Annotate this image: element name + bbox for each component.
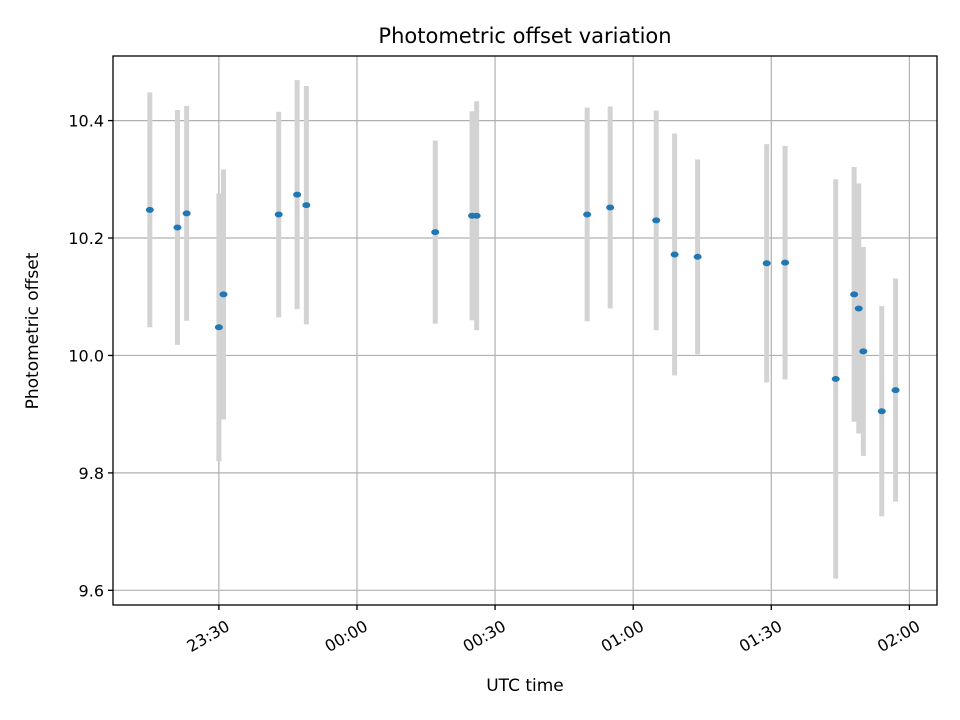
data-point: [431, 229, 440, 236]
data-point: [877, 408, 886, 415]
y-tick-label: 10.2: [68, 229, 104, 248]
data-point: [762, 260, 771, 267]
data-point: [182, 210, 191, 217]
data-point: [652, 217, 661, 224]
data-point: [302, 202, 311, 209]
data-point: [293, 191, 302, 198]
chart-title: Photometric offset variation: [378, 24, 671, 48]
y-tick-label: 10.0: [68, 346, 104, 365]
y-tick-label: 9.6: [79, 581, 104, 600]
data-point: [472, 212, 481, 219]
data-point: [670, 251, 679, 258]
data-point: [831, 375, 840, 382]
y-tick-label: 9.8: [79, 464, 104, 483]
data-point: [274, 211, 283, 218]
y-tick-label: 10.4: [68, 112, 104, 131]
data-points: [145, 191, 900, 415]
data-point: [173, 224, 182, 231]
data-point: [781, 259, 790, 266]
data-point: [854, 305, 863, 312]
x-axis-label: UTC time: [486, 676, 564, 696]
data-point: [859, 348, 868, 355]
grid: [113, 56, 937, 605]
data-point: [850, 291, 859, 298]
data-point: [606, 204, 615, 211]
data-point: [219, 291, 228, 298]
data-point: [214, 324, 223, 331]
y-axis-label: Photometric offset: [23, 252, 43, 409]
data-point: [891, 387, 900, 394]
plot-frame: [112, 55, 938, 606]
data-point: [693, 253, 702, 260]
data-point: [145, 206, 154, 213]
data-point: [583, 211, 592, 218]
